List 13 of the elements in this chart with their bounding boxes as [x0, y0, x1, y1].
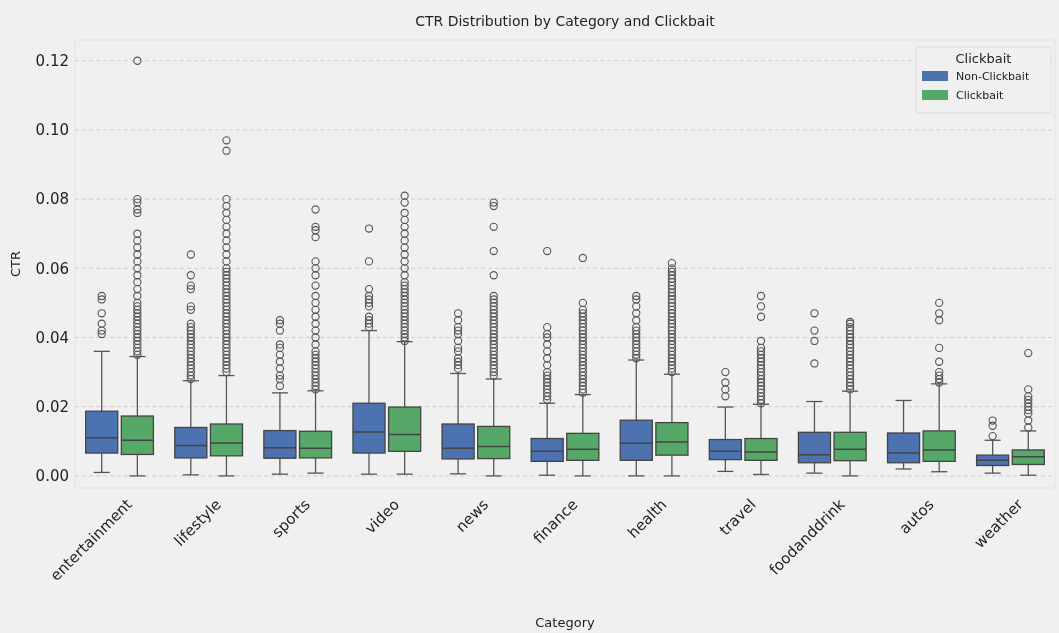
chart-title: CTR Distribution by Category and Clickbait [415, 13, 716, 29]
y-tick-label: 0.08 [35, 190, 69, 209]
y-tick-label: 0.04 [35, 328, 69, 347]
y-tick-label: 0.00 [35, 467, 69, 486]
y-tick-label: 0.12 [35, 52, 69, 71]
y-tick-label: 0.10 [35, 121, 69, 140]
legend-title: Clickbait [955, 51, 1012, 66]
legend-label: Non-Clickbait [956, 69, 1030, 83]
x-axis-title: Category [535, 615, 595, 630]
y-tick-label: 0.06 [35, 259, 69, 278]
legend-label: Clickbait [956, 88, 1004, 102]
y-tick-label: 0.02 [35, 397, 69, 416]
y-axis-title: CTR [8, 250, 23, 278]
